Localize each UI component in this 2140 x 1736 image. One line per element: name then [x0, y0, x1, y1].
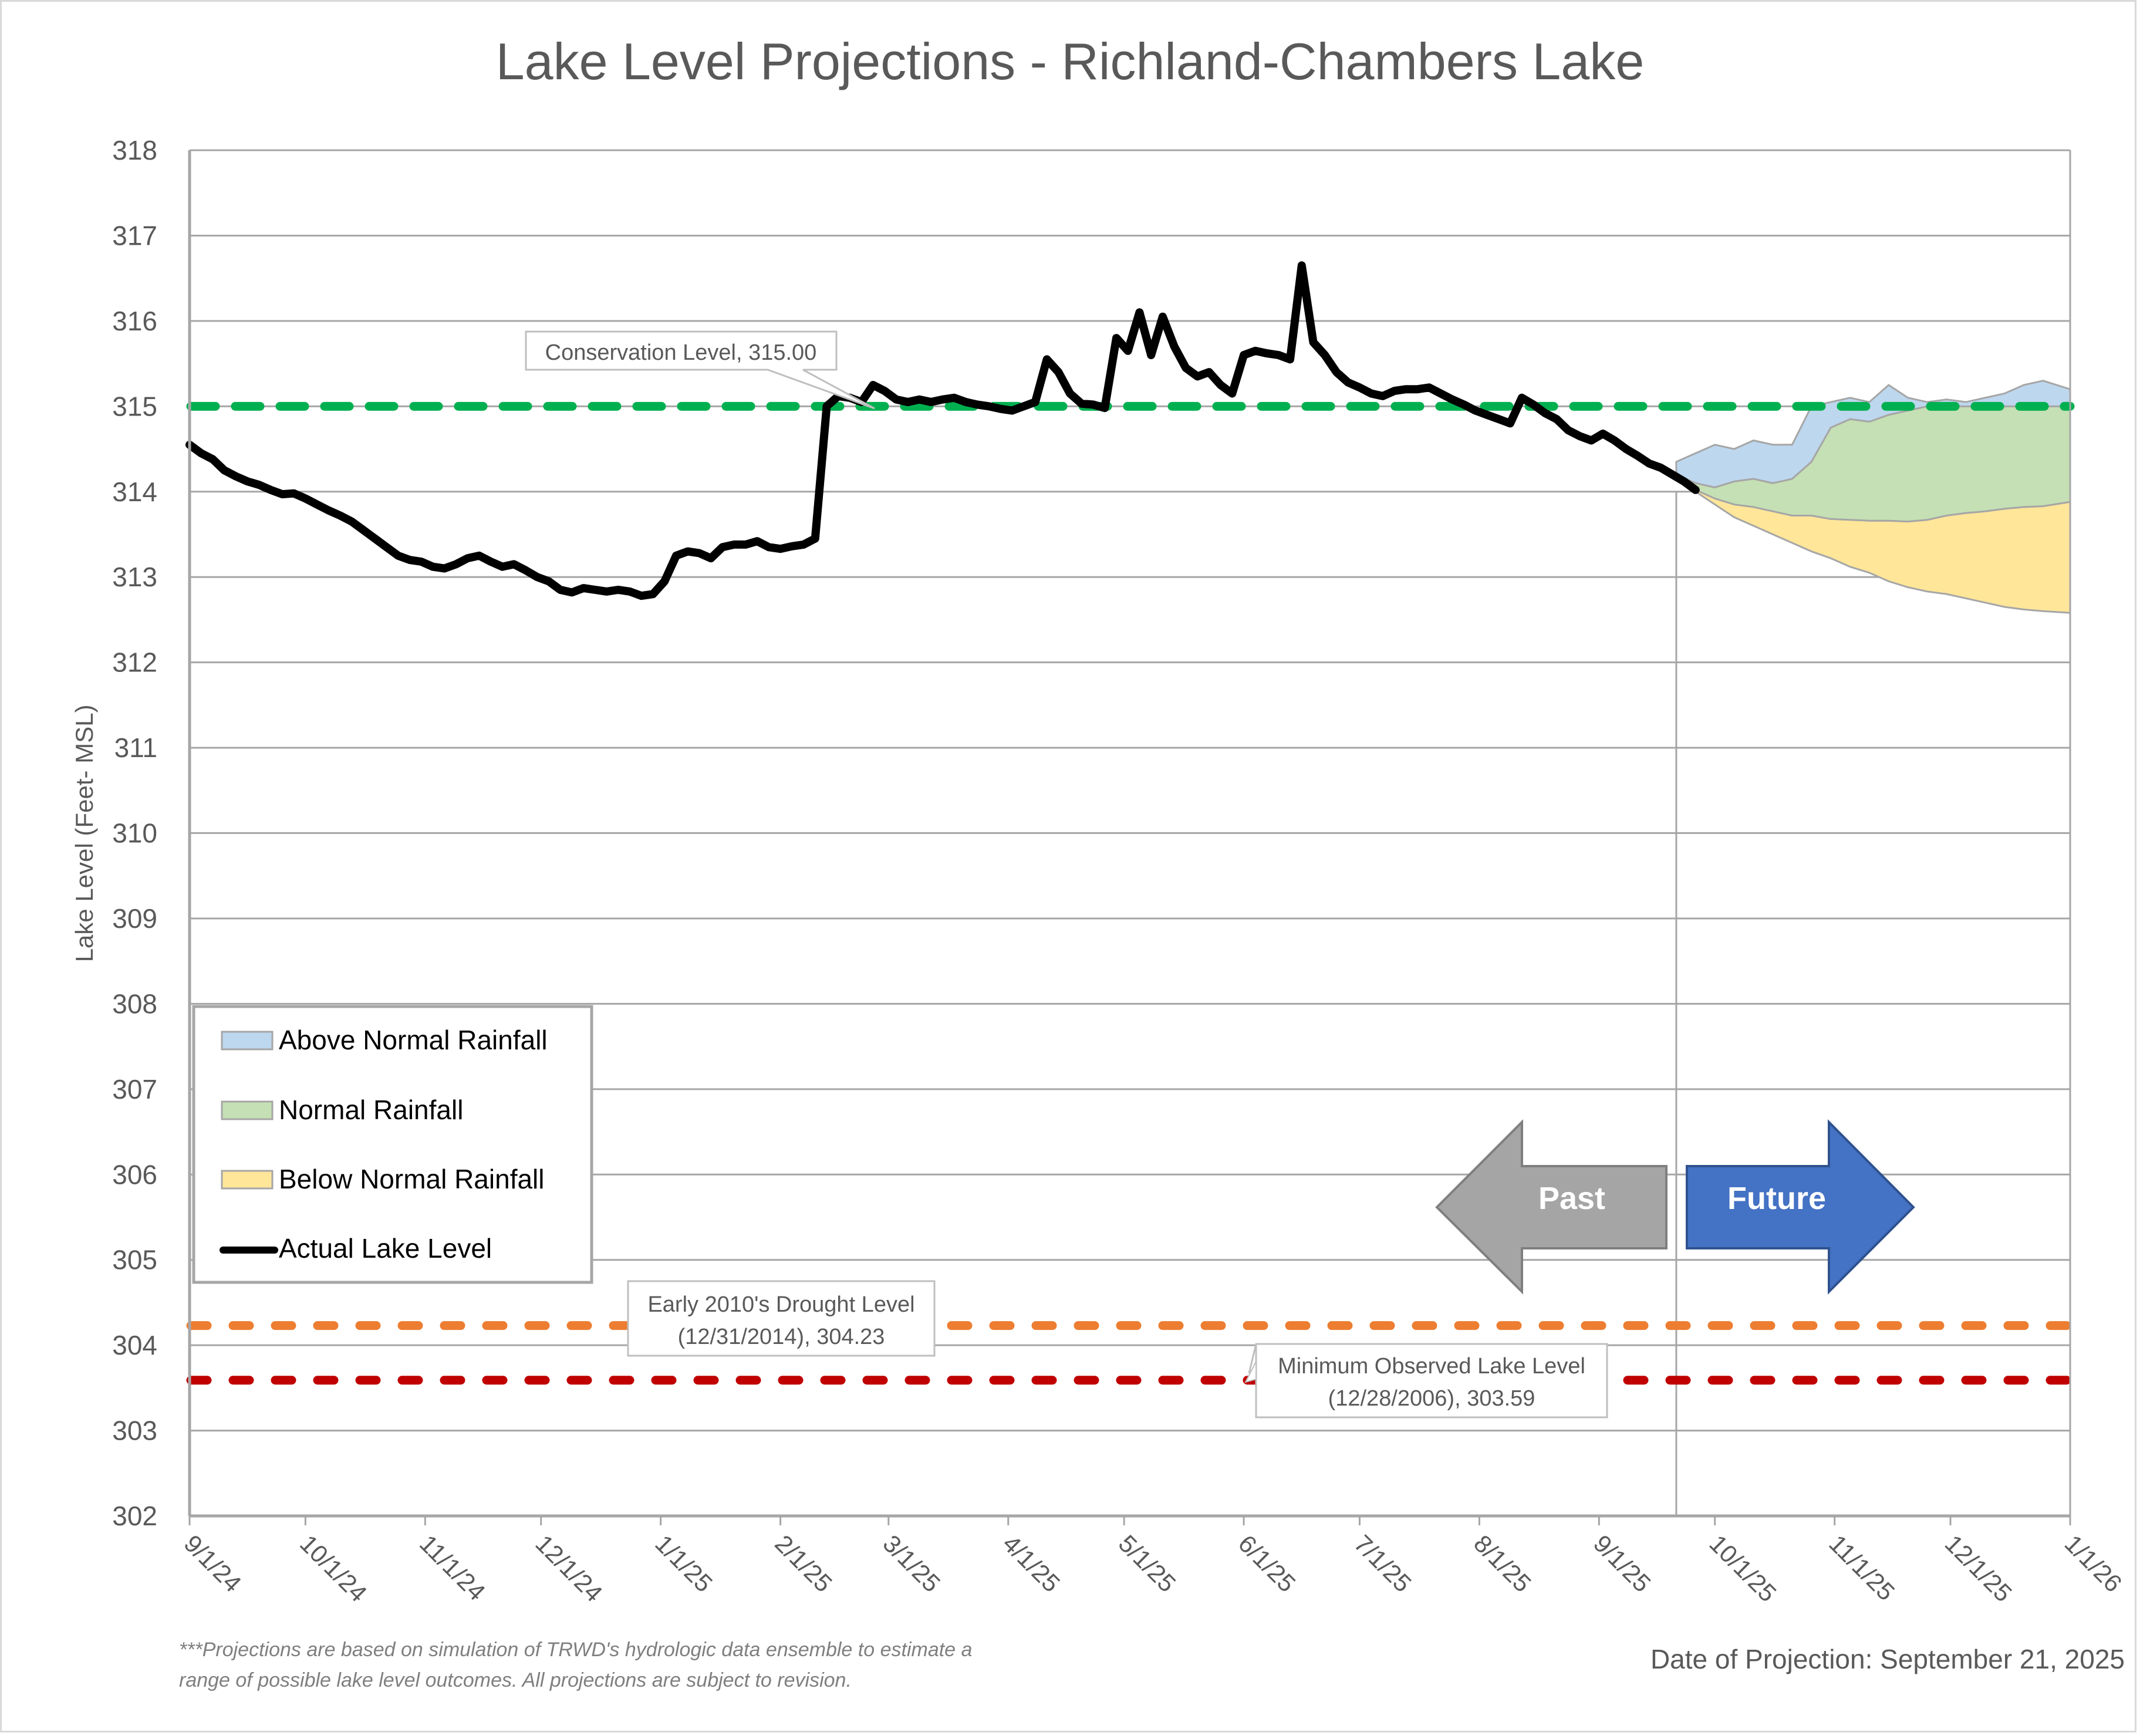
y-tick-label: 304 [112, 1330, 157, 1360]
legend-label-normal: Normal Rainfall [279, 1095, 463, 1125]
legend-item-normal: Normal Rainfall [221, 1095, 463, 1125]
y-tick-label: 310 [112, 818, 157, 849]
x-tick-label: 3/1/25 [877, 1529, 946, 1597]
legend-item-actual: Actual Lake Level [220, 1233, 492, 1264]
y-tick-label: 308 [112, 988, 157, 1019]
y-tick-label: 313 [112, 562, 157, 592]
y-tick-label: 306 [112, 1159, 157, 1190]
y-tick-label: 309 [112, 903, 157, 934]
minimum-level-label-line2: (12/28/2006), 303.59 [1328, 1386, 1535, 1411]
x-tick-label: 1/1/25 [650, 1529, 718, 1597]
y-tick-label: 315 [112, 391, 157, 421]
legend-swatch-normal [221, 1100, 274, 1120]
x-tick-label: 10/1/24 [295, 1529, 372, 1607]
y-tick-label: 318 [112, 135, 157, 166]
actual-lake-level-line [185, 261, 1700, 600]
x-tick-label: 9/1/25 [1588, 1529, 1656, 1597]
x-tick-label: 2/1/25 [769, 1529, 838, 1597]
legend-label-above-normal: Above Normal Rainfall [279, 1025, 548, 1055]
projection-date: Date of Projection: September 21, 2025 [1650, 1644, 2125, 1674]
y-tick-labels: 302 303 304 305 306 307 308 309 310 311 312 313 314 3… [112, 135, 157, 1531]
conservation-level-callout: Conservation Level, 315.00 [525, 330, 875, 410]
y-tick-label: 317 [112, 220, 157, 251]
reference-lines [186, 401, 2075, 1385]
minimum-level-label-line1: Minimum Observed Lake Level [1278, 1354, 1585, 1379]
y-tick-label: 303 [112, 1416, 157, 1446]
y-tick-label: 316 [112, 306, 157, 336]
x-tick-label: 4/1/25 [997, 1529, 1065, 1597]
y-axis-label: Lake Level (Feet- MSL) [70, 705, 98, 962]
chart-title: Lake Level Projections - Richland-Chambe… [496, 32, 1645, 90]
x-tick-label: 6/1/25 [1233, 1529, 1301, 1597]
past-label: Past [1538, 1181, 1605, 1216]
y-tick-label: 302 [112, 1501, 157, 1531]
minimum-level-callout: Minimum Observed Lake Level (12/28/2006)… [1244, 1343, 1608, 1418]
x-tick-label: 7/1/25 [1349, 1529, 1417, 1597]
future-label: Future [1727, 1181, 1826, 1216]
y-tick-label: 312 [112, 647, 157, 678]
future-arrow: Future [1686, 1119, 1915, 1295]
x-tick-label: 1/1/26 [2060, 1529, 2128, 1597]
x-tick-labels: 9/1/24 10/1/24 11/1/24 12/1/24 1/1/25 2/1/25 3… [179, 1516, 2128, 1607]
x-tick-label: 8/1/25 [1469, 1529, 1537, 1597]
drought-level-callout: Early 2010's Drought Level (12/31/2014),… [627, 1280, 936, 1357]
y-tick-label: 314 [112, 477, 157, 507]
x-tick-label: 12/1/25 [1940, 1529, 2017, 1607]
legend: Above Normal Rainfall Normal Rainfall Be… [192, 1005, 593, 1284]
y-tick-label: 307 [112, 1074, 157, 1105]
x-tick-label: 12/1/24 [530, 1529, 607, 1607]
x-tick-label: 9/1/24 [179, 1529, 247, 1597]
x-tick-label: 11/1/24 [414, 1529, 491, 1606]
drought-level-label-line1: Early 2010's Drought Level [647, 1292, 914, 1317]
legend-swatch-above-normal [221, 1031, 274, 1051]
conservation-level-label: Conservation Level, 315.00 [545, 340, 817, 365]
footnote-line1: ***Projections are based on simulation o… [179, 1639, 972, 1661]
gridlines [190, 149, 2070, 1517]
footnote-line2: range of possible lake level outcomes. A… [179, 1669, 852, 1691]
x-tick-label: 10/1/25 [1704, 1529, 1781, 1607]
legend-item-below-normal: Below Normal Rainfall [221, 1164, 545, 1194]
legend-label-actual: Actual Lake Level [279, 1233, 492, 1264]
x-tick-label: 11/1/25 [1824, 1529, 1900, 1606]
actual-lake-level-series [185, 261, 1700, 600]
drought-level-label-line2: (12/31/2014), 304.23 [678, 1325, 885, 1349]
past-arrow: Past [1435, 1119, 1668, 1295]
legend-label-below-normal: Below Normal Rainfall [279, 1164, 545, 1194]
legend-item-above-normal: Above Normal Rainfall [221, 1025, 548, 1055]
y-tick-label: 311 [114, 732, 157, 763]
x-tick-label: 5/1/25 [1113, 1529, 1182, 1597]
y-tick-label: 305 [112, 1245, 157, 1275]
legend-swatch-below-normal [221, 1170, 274, 1190]
axes [188, 149, 2071, 1518]
projection-bands [1675, 380, 2071, 614]
